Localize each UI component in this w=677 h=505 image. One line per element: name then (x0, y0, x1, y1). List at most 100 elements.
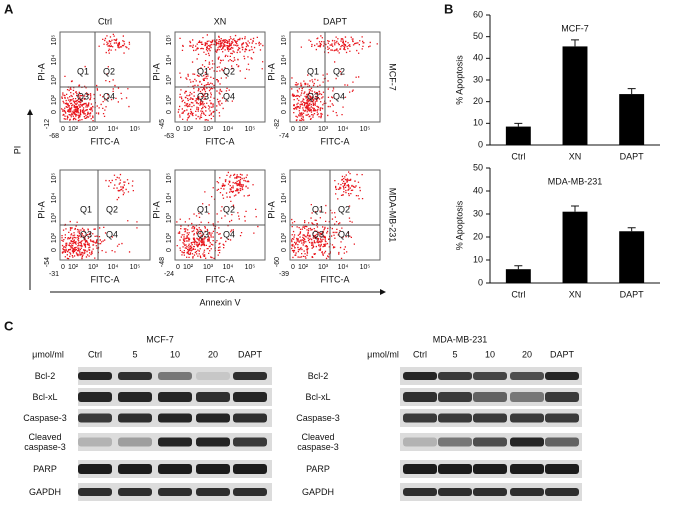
row-label: MCF-7 (388, 63, 398, 91)
blot-band (78, 413, 112, 423)
y-tick-label: 0 (166, 110, 173, 114)
blot-band (403, 464, 437, 474)
y-tick-label: 10⁵ (51, 35, 58, 46)
axis-label: FITC-A (91, 136, 120, 146)
x-tick-label: 10² (68, 264, 79, 271)
x-tick-label: -63 (164, 133, 174, 140)
dot-cloud (176, 171, 259, 259)
x-tick-label: 0 (291, 264, 295, 271)
blot-band (233, 413, 267, 423)
blot-band (233, 392, 267, 402)
quadrant-label: Q1 (307, 66, 319, 76)
quadrant-label: Q2 (223, 204, 235, 214)
axis-label: FITC-A (91, 274, 120, 284)
y-tick-label: 10³ (51, 74, 58, 85)
blot-band (158, 437, 192, 447)
y-tick-label: 10² (281, 94, 288, 105)
blot-band (158, 392, 192, 402)
y-tick-label: 30 (473, 208, 483, 218)
y-tick-label: 10⁴ (166, 55, 173, 66)
blot-band (438, 372, 472, 380)
chart-title: MCF-7 (561, 23, 589, 33)
bar (562, 211, 588, 283)
y-tick-label: 10³ (281, 212, 288, 223)
y-tick-label: 0 (51, 110, 58, 114)
x-tick-label: 10⁴ (108, 264, 119, 271)
blot-band (78, 392, 112, 402)
blot-band (158, 413, 192, 423)
quadrant-label: Q4 (333, 91, 345, 101)
panel-letter: B (444, 1, 453, 16)
x-tick-label: 10³ (88, 126, 99, 133)
y-tick-label: 10 (473, 254, 483, 264)
lane-label: DAPT (550, 349, 575, 359)
x-tick-label: 10⁴ (223, 264, 234, 271)
quadrant-label: Q1 (312, 204, 324, 214)
x-tick-label: 0 (291, 126, 295, 133)
y-tick-label: 0 (478, 277, 483, 287)
blot-band (118, 392, 152, 402)
axis-label: Annexin V (199, 297, 240, 307)
axis-label: FITC-A (206, 274, 235, 284)
x-tick-label: DAPT (620, 289, 645, 299)
blot-band (158, 488, 192, 496)
x-tick-label: 10⁴ (223, 126, 234, 133)
blot-band (158, 464, 192, 474)
dot-cloud (291, 35, 378, 122)
blot-band (196, 437, 230, 447)
lane-label: 10 (170, 349, 180, 359)
axis-label: PI-A (266, 63, 276, 81)
y-tick-label: 0 (281, 248, 288, 252)
bar (505, 126, 531, 145)
blot-band (545, 392, 579, 402)
blot-band (545, 413, 579, 423)
x-tick-label: -39 (279, 271, 289, 278)
protein-label: Bcl-2 (34, 371, 56, 381)
plot-frame (59, 169, 151, 261)
quadrant-label: Q3 (80, 229, 92, 239)
y-tick-label: 10⁵ (166, 173, 173, 184)
blot-title: MCF-7 (146, 334, 174, 344)
y-tick-label: -12 (44, 119, 51, 129)
protein-label: Caspase-3 (296, 413, 340, 423)
column-label: DAPT (323, 16, 348, 26)
protein-label: Caspase-3 (23, 413, 67, 423)
blot-band (233, 488, 267, 496)
blot-band (118, 464, 152, 474)
dot-cloud (291, 171, 364, 260)
quadrant-label: Q2 (106, 204, 118, 214)
x-tick-label: 10² (183, 264, 194, 271)
blot-band (510, 413, 544, 423)
blot-band (545, 437, 579, 447)
y-tick-label: 50 (473, 162, 483, 172)
dot-cloud (61, 33, 131, 122)
y-tick-label: 10⁴ (281, 193, 288, 204)
y-tick-label: 10³ (166, 212, 173, 223)
y-tick-label: 10² (281, 232, 288, 243)
y-tick-label: 10⁴ (51, 55, 58, 66)
quadrant-label: Q1 (197, 66, 209, 76)
quadrant-label: Q2 (333, 66, 345, 76)
quadrant-label: Q4 (223, 91, 235, 101)
x-tick-label: 10² (183, 126, 194, 133)
blot-band (438, 437, 472, 447)
x-tick-label: 10⁵ (130, 126, 141, 133)
blot-band (233, 464, 267, 474)
y-tick-label: 0 (281, 110, 288, 114)
blot-band (118, 413, 152, 423)
y-tick-label: 10² (166, 94, 173, 105)
lane-label: 5 (132, 349, 137, 359)
x-tick-label: -74 (279, 133, 289, 140)
quadrant-label: Q4 (106, 229, 118, 239)
protein-label: Cleaved caspase-3 (24, 432, 66, 452)
x-tick-label: 10⁴ (108, 126, 119, 133)
y-tick-label: -82 (274, 119, 281, 129)
axis-label: PI-A (36, 201, 46, 219)
blot-band (403, 488, 437, 496)
blot-band (118, 488, 152, 496)
blot-band (473, 437, 507, 447)
blot-band (510, 437, 544, 447)
x-tick-label: 10³ (318, 264, 329, 271)
blot-band (473, 464, 507, 474)
